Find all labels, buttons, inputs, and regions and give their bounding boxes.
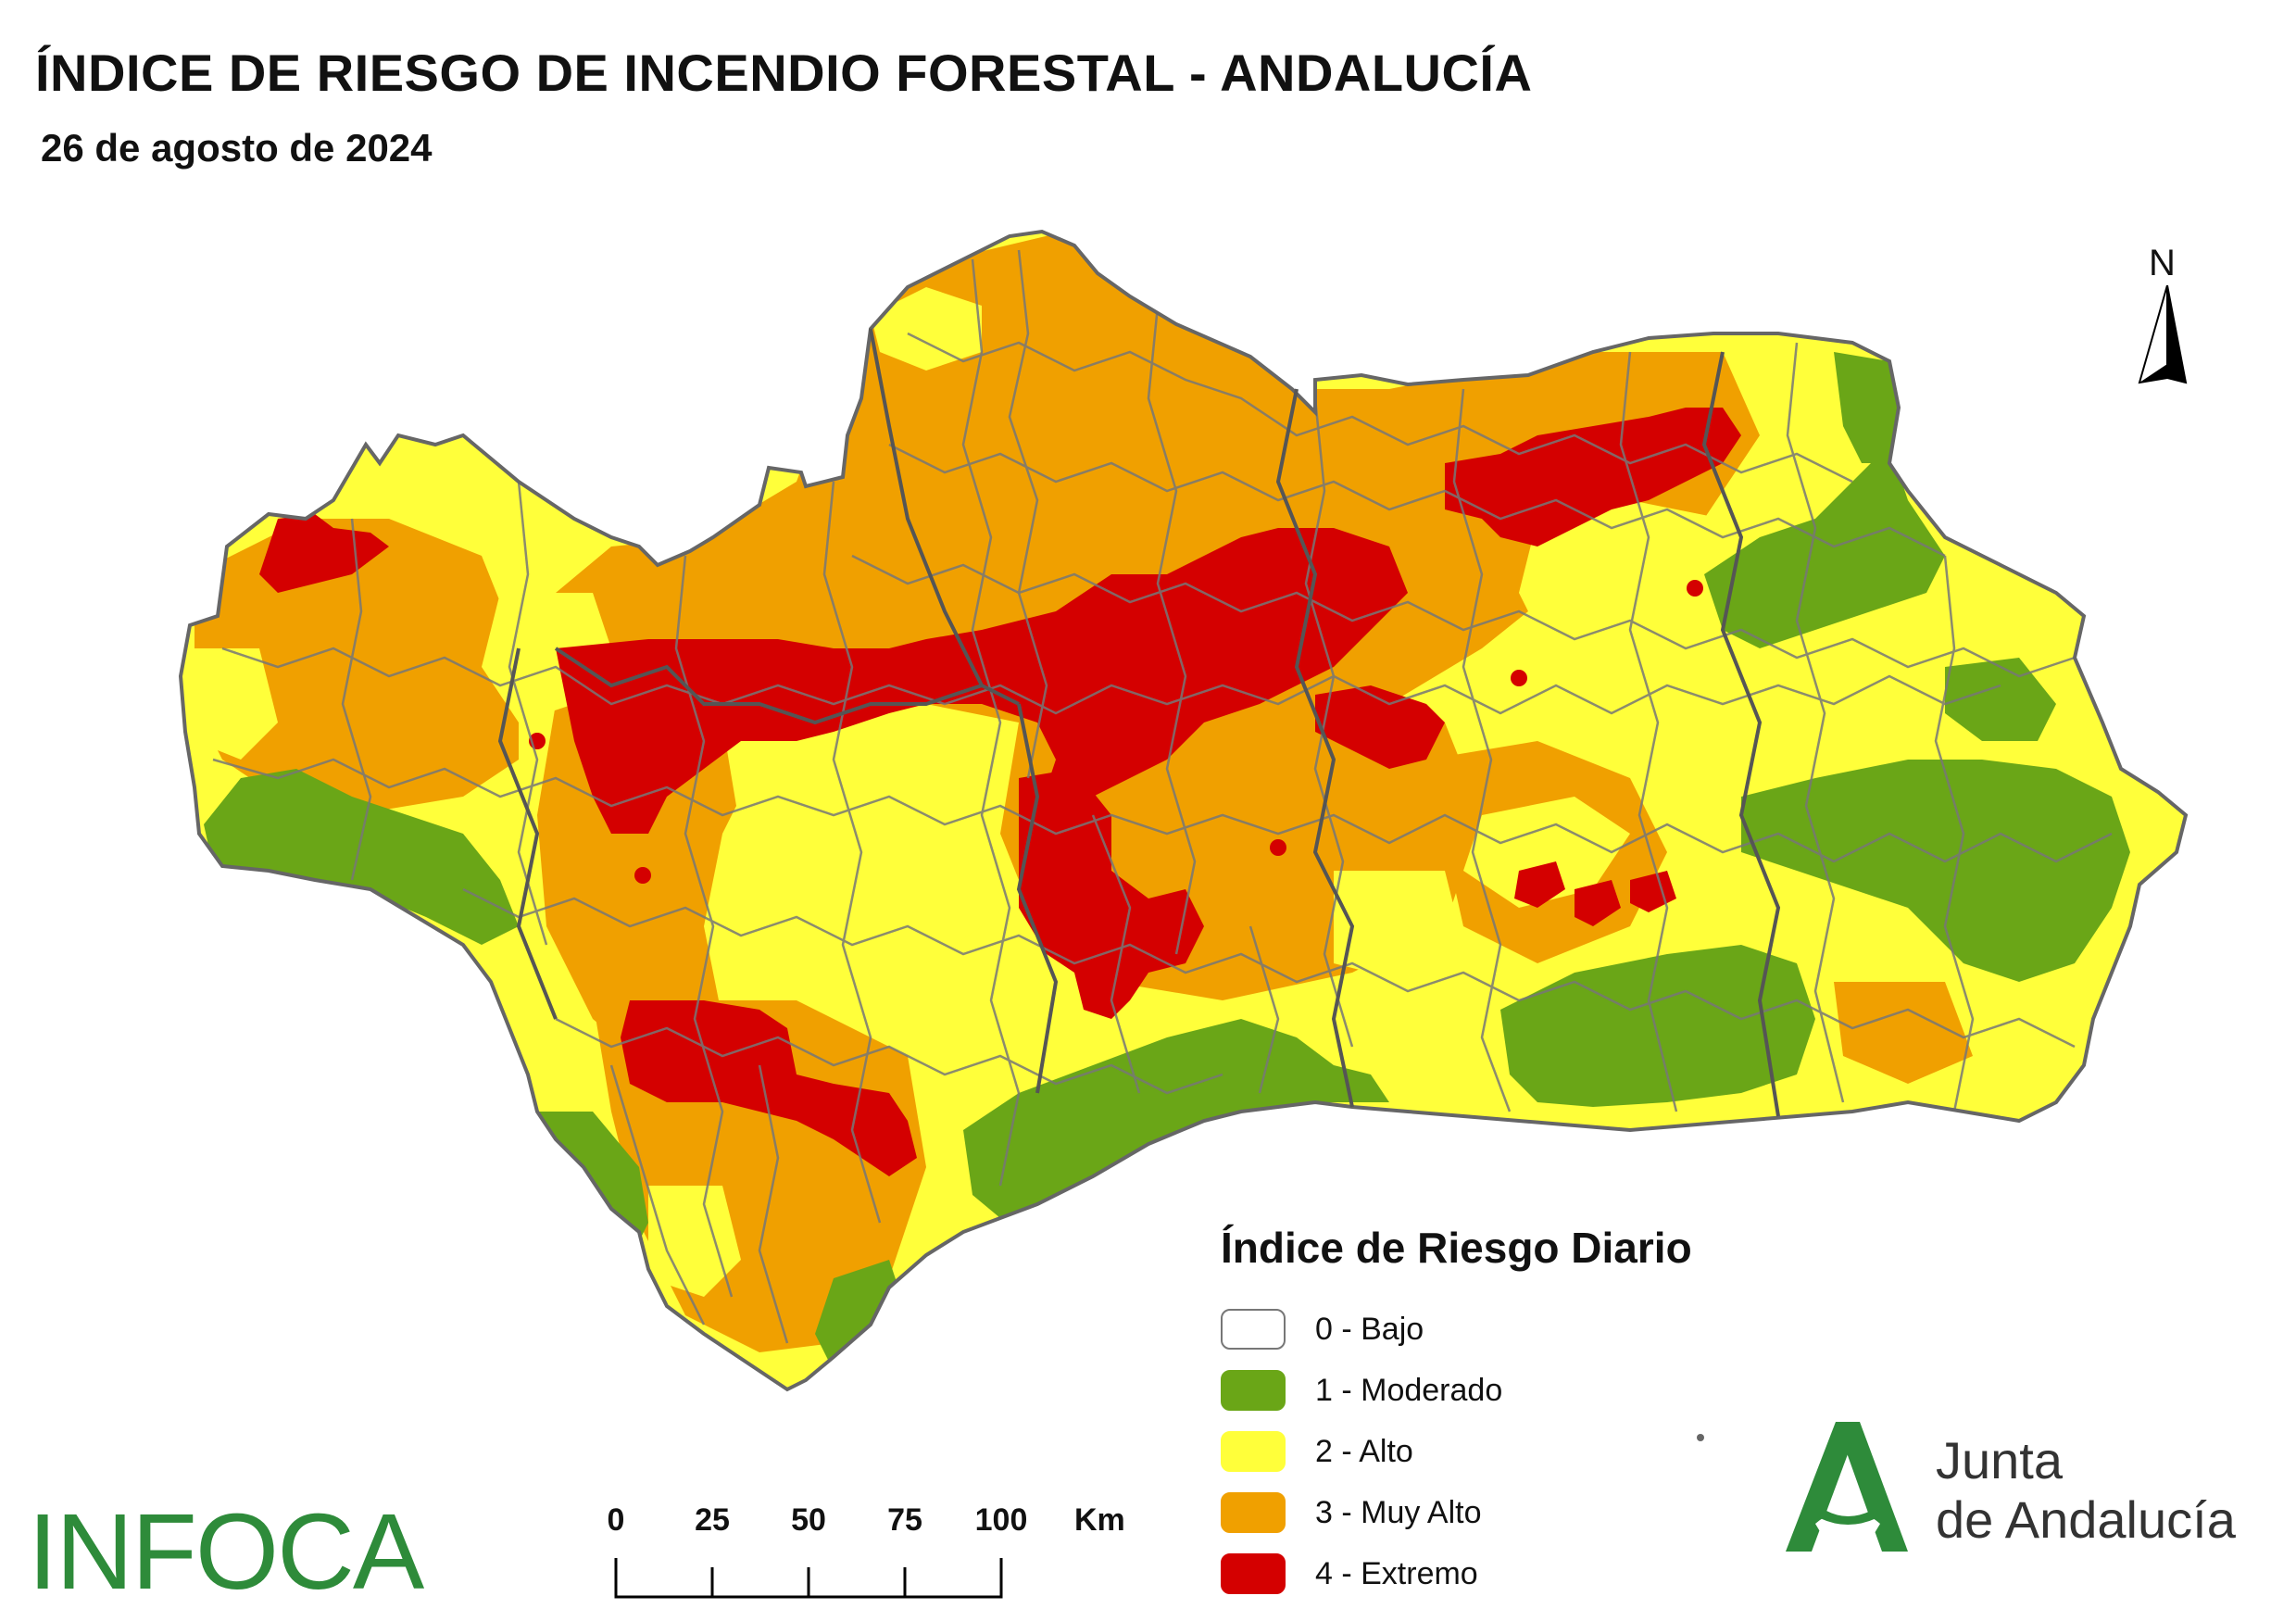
municipal-boundaries xyxy=(212,249,2113,1344)
legend-label: 3 - Muy Alto xyxy=(1315,1494,1482,1530)
scale-tick-label: 50 xyxy=(791,1502,826,1538)
scale-tick-label: 100 xyxy=(974,1502,1028,1538)
scale-unit: Km xyxy=(1074,1502,1125,1538)
legend-swatch-alto xyxy=(1221,1431,1286,1472)
junta-line1: Junta xyxy=(1936,1431,2063,1489)
legend-swatch-extremo xyxy=(1221,1553,1286,1594)
legend-label: 1 - Moderado xyxy=(1315,1372,1503,1408)
map-title: ÍNDICE DE RIESGO DE INCENDIO FORESTAL - … xyxy=(35,44,1533,102)
zones-moderado xyxy=(204,352,2130,1371)
legend-item-alto: 2 - Alto xyxy=(1221,1421,1795,1482)
legend-item-moderado: 1 - Moderado xyxy=(1221,1360,1795,1421)
legend-swatch-bajo xyxy=(1221,1309,1286,1350)
infoca-logo: INFOCA xyxy=(28,1491,424,1612)
junta-andalucia-logo-icon xyxy=(1786,1422,1908,1552)
legend-label: 4 - Extremo xyxy=(1315,1555,1478,1591)
legend-label: 0 - Bajo xyxy=(1315,1311,1424,1347)
province-boundaries xyxy=(497,328,1781,1117)
zones-alto xyxy=(194,287,1760,1297)
legend-item-extremo: 4 - Extremo xyxy=(1221,1543,1795,1604)
scale-bar: 0 25 50 75 100 Km xyxy=(593,1502,1148,1604)
north-label: N xyxy=(2149,243,2176,283)
junta-andalucia-wordmark: Junta de Andalucía xyxy=(1936,1431,2236,1550)
junta-line2: de Andalucía xyxy=(1936,1490,2236,1549)
legend-item-muy-alto: 3 - Muy Alto xyxy=(1221,1482,1795,1543)
legend-label: 2 - Alto xyxy=(1315,1433,1413,1469)
legend: Índice de Riesgo Diario 0 - Bajo 1 - Mod… xyxy=(1221,1223,1795,1604)
scale-tick-label: 75 xyxy=(887,1502,922,1538)
legend-swatch-muy-alto xyxy=(1221,1492,1286,1533)
north-arrow-icon xyxy=(2138,285,2188,384)
legend-swatch-moderado xyxy=(1221,1370,1286,1411)
scale-tick-label: 0 xyxy=(607,1502,625,1538)
scale-line xyxy=(614,1558,1003,1599)
island-dot xyxy=(1697,1434,1704,1441)
scale-tick-label: 25 xyxy=(695,1502,730,1538)
legend-item-bajo: 0 - Bajo xyxy=(1221,1299,1795,1360)
region-outline xyxy=(178,229,2189,1392)
legend-title: Índice de Riesgo Diario xyxy=(1221,1224,1692,1272)
map-date: 26 de agosto de 2024 xyxy=(41,126,433,170)
